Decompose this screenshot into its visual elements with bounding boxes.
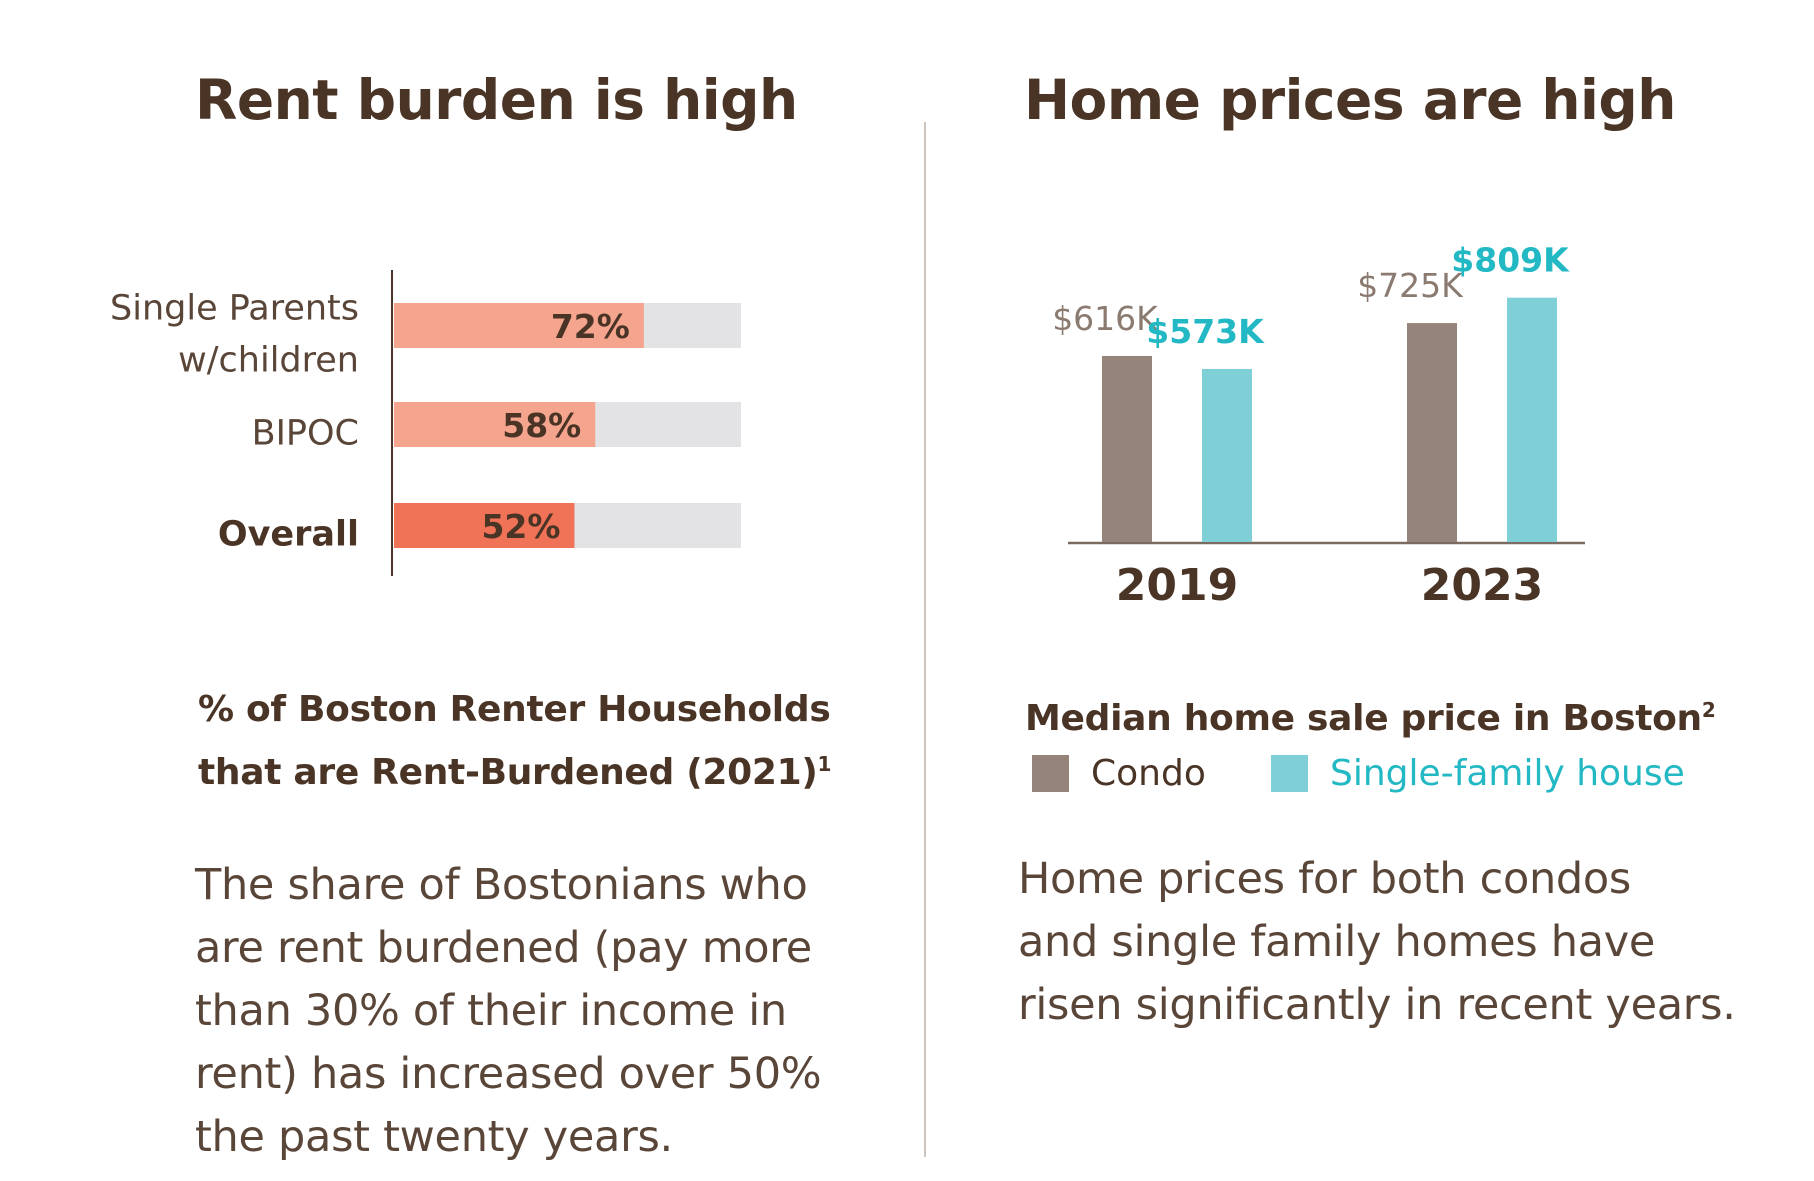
rent-burden-description-line: than 30% of their income in xyxy=(195,986,787,1036)
rent-bar-value-label: 72% xyxy=(551,307,630,346)
rent-bar-value-label: 58% xyxy=(502,406,581,445)
home-prices-description-line: Home prices for both condos xyxy=(1018,854,1632,904)
rent-burden-description-line: the past twenty years. xyxy=(195,1112,673,1162)
rent-burden-description-line: The share of Bostonians who xyxy=(195,860,808,910)
rent-bar-value-label: 52% xyxy=(481,507,560,546)
home-prices-description-line: and single family homes have xyxy=(1018,917,1655,967)
price-bar-value-label: $616K xyxy=(1052,299,1159,338)
rent-category-label: w/children xyxy=(178,341,359,381)
home-prices-chart: $616K$573K 2019 $725K$809K 2023 xyxy=(1052,241,1585,611)
price-bar xyxy=(1102,355,1152,542)
price-bar xyxy=(1407,323,1457,542)
rent-burden-title: Rent burden is high xyxy=(195,68,798,132)
rent-burden-description-line: are rent burdened (pay more xyxy=(195,923,812,973)
rent-burden-caption-line2-text: that are Rent-Burdened (2021) xyxy=(198,752,818,793)
home-prices-title: Home prices are high xyxy=(1024,68,1676,132)
legend-condo-label: Condo xyxy=(1091,753,1206,794)
panel-divider xyxy=(924,122,926,1157)
price-year-label: 2023 xyxy=(1421,560,1543,611)
rent-burden-caption-line1: % of Boston Renter Households xyxy=(198,689,831,730)
legend-single-family-swatch xyxy=(1271,755,1308,792)
home-prices-description-line: risen significantly in recent years. xyxy=(1018,980,1736,1030)
home-prices-caption-text: Median home sale price in Boston xyxy=(1025,698,1702,739)
price-year-label: 2019 xyxy=(1116,560,1238,611)
price-bar-value-label: $725K xyxy=(1357,266,1464,305)
rent-burden-caption-line2: that are Rent-Burdened (2021)1 xyxy=(198,737,831,800)
footnote-1: 1 xyxy=(817,752,832,776)
rent-category-label: Single Parents xyxy=(110,289,359,329)
home-prices-caption: Median home sale price in Boston2 xyxy=(1025,683,1716,746)
footnote-2: 2 xyxy=(1701,698,1716,722)
rent-burden-description: The share of Bostonians who are rent bur… xyxy=(195,854,822,1169)
rent-burden-description-line: rent) has increased over 50% xyxy=(195,1049,822,1099)
rent-bar xyxy=(394,402,596,447)
rent-burden-chart: 72% Single Parents w/children 58% BIPOC 52% Ov… xyxy=(110,270,741,576)
rent-bar xyxy=(394,303,644,348)
price-bar xyxy=(1202,368,1252,542)
legend-single-family: Single-family house xyxy=(1271,753,1685,794)
rent-category-label: Overall xyxy=(218,515,359,555)
price-bar-value-label: $809K xyxy=(1451,241,1570,280)
price-bar xyxy=(1507,297,1557,542)
legend-condo: Condo xyxy=(1032,753,1206,794)
rent-bar xyxy=(394,503,575,548)
legend-single-family-label: Single-family house xyxy=(1330,753,1685,794)
rent-burden-caption: % of Boston Renter Households that are R… xyxy=(198,683,831,800)
price-bar-value-label: $573K xyxy=(1146,312,1265,351)
rent-category-label: BIPOC xyxy=(252,414,359,454)
legend-condo-swatch xyxy=(1032,755,1069,792)
home-prices-description: Home prices for both condos and single f… xyxy=(1018,848,1736,1037)
